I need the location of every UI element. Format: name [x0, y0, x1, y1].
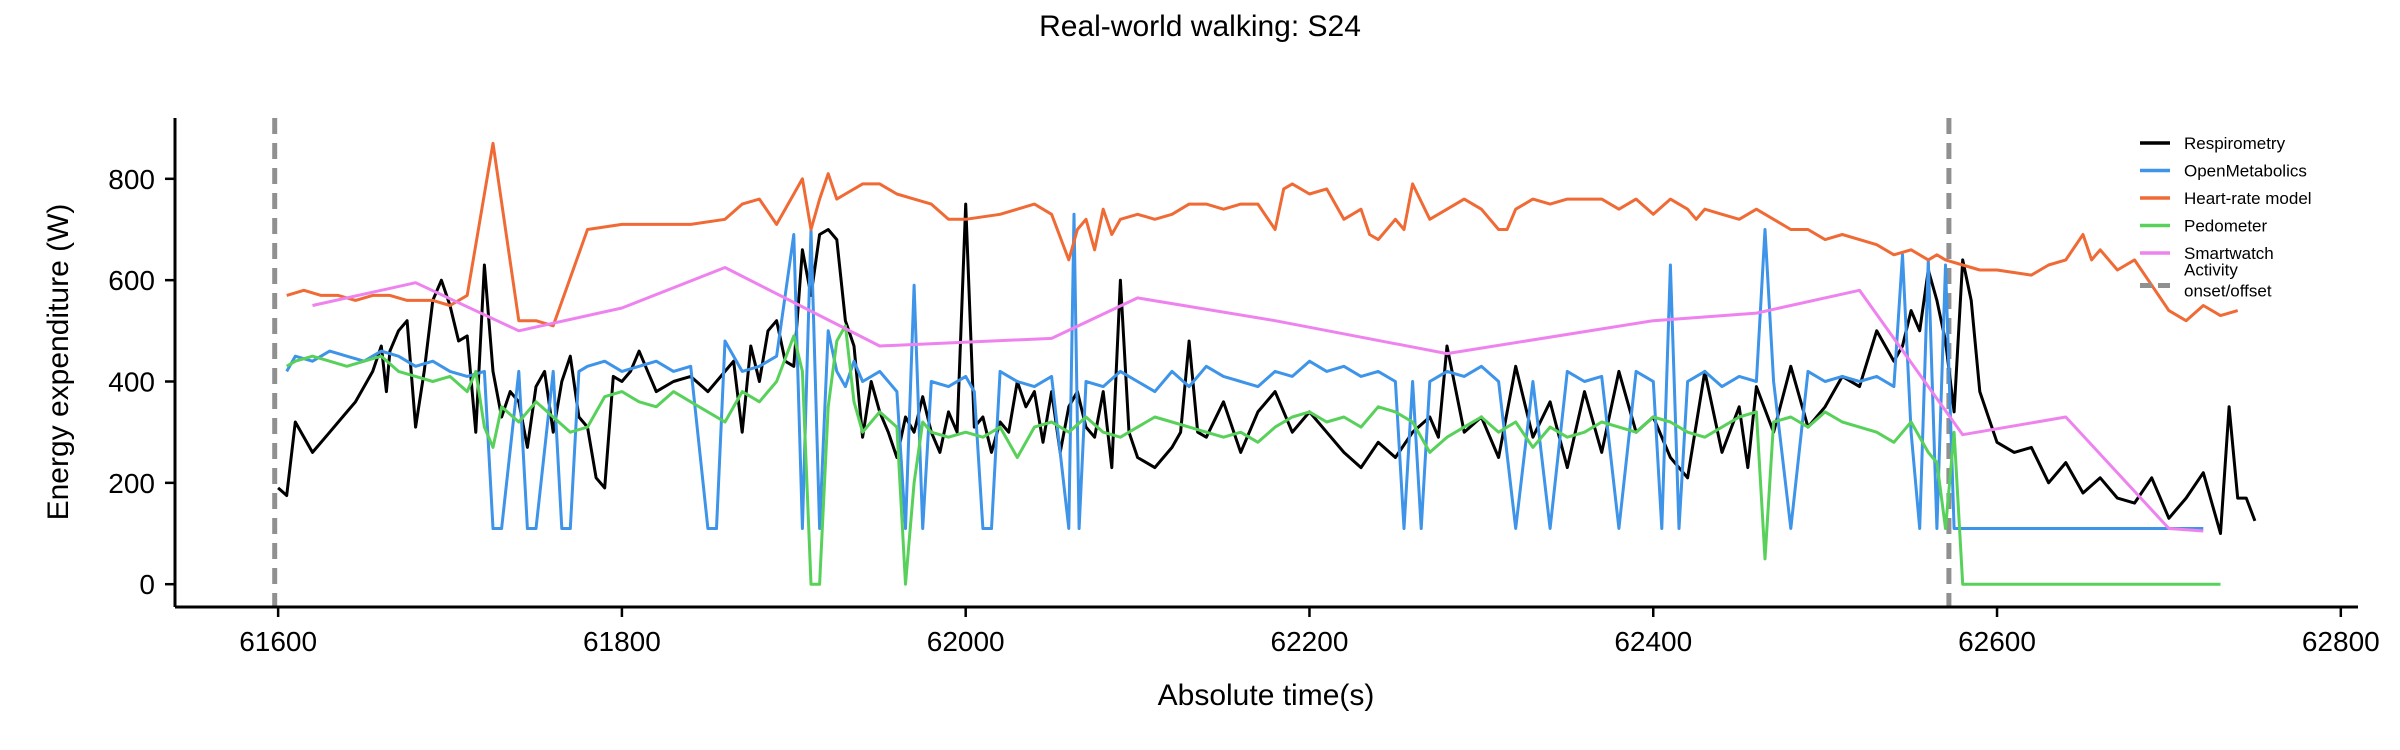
chart-title: Real-world walking: S24 [1039, 10, 1361, 43]
series-line-pedometer [285, 324, 2221, 586]
x-tick-label: 62400 [1614, 626, 1692, 657]
x-tick-label: 62800 [2302, 626, 2380, 657]
legend-label: Heart-rate model [2184, 189, 2312, 208]
legend-label: Activity onset/offset [2184, 261, 2272, 301]
y-ticks: 0 200 400 600 800 [108, 164, 175, 600]
legend-label: Smartwatch [2184, 244, 2274, 263]
series-layer [277, 141, 2257, 586]
y-tick-label: 800 [108, 164, 155, 195]
x-ticks: 61600 61800 62000 62200 62400 62600 62800 [239, 607, 2380, 657]
y-tick-label: 400 [108, 367, 155, 398]
y-tick-label: 600 [108, 265, 155, 296]
legend-label: Respirometry [2184, 134, 2286, 153]
x-tick-label: 62000 [927, 626, 1005, 657]
x-tick-label: 62600 [1958, 626, 2036, 657]
y-tick-label: 0 [139, 569, 155, 600]
x-tick-label: 62200 [1271, 626, 1349, 657]
legend-label: Pedometer [2184, 217, 2267, 236]
x-tick-label: 61800 [583, 626, 661, 657]
series-line-openmetabolics [285, 212, 2204, 530]
y-tick-label: 200 [108, 468, 155, 499]
y-axis-label: Energy expenditure (W) [42, 204, 75, 521]
x-axis-label: Absolute time(s) [1158, 679, 1375, 712]
legend-label: OpenMetabolics [2184, 162, 2307, 181]
legend: Respirometry OpenMetabolics Heart-rate mod… [2140, 134, 2312, 301]
annotation-layer [272, 118, 1952, 607]
series-line-smartwatch [312, 266, 2204, 533]
x-tick-label: 61600 [239, 626, 317, 657]
axes: 61600 61800 62000 62200 62400 62600 62800 0 200… [108, 118, 2380, 657]
series-line-heart-rate-model [286, 141, 2239, 328]
